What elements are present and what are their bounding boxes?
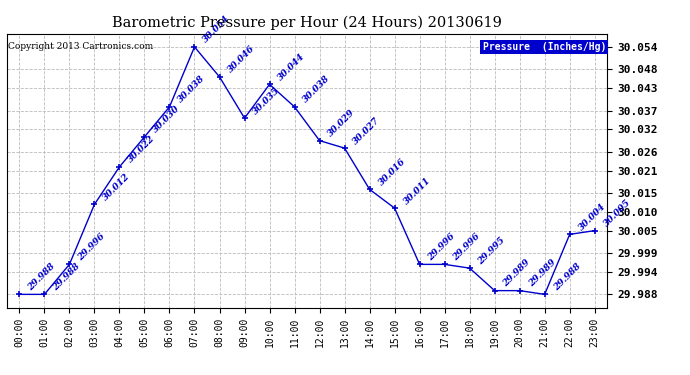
Text: 29.988: 29.988 bbox=[551, 261, 582, 292]
Text: 30.038: 30.038 bbox=[302, 74, 332, 105]
Text: 29.989: 29.989 bbox=[526, 258, 558, 288]
Text: 30.044: 30.044 bbox=[277, 51, 307, 82]
Text: 30.030: 30.030 bbox=[151, 104, 182, 135]
Text: 30.004: 30.004 bbox=[577, 201, 607, 232]
Text: 30.016: 30.016 bbox=[377, 156, 407, 187]
Text: 30.038: 30.038 bbox=[177, 74, 207, 105]
Text: 29.988: 29.988 bbox=[26, 261, 57, 292]
Text: 29.996: 29.996 bbox=[77, 231, 107, 262]
Text: 30.029: 30.029 bbox=[326, 108, 357, 138]
Text: 29.996: 29.996 bbox=[451, 231, 482, 262]
Text: 30.054: 30.054 bbox=[201, 14, 232, 45]
Text: 29.988: 29.988 bbox=[51, 261, 82, 292]
Text: 29.989: 29.989 bbox=[502, 258, 532, 288]
Text: 30.011: 30.011 bbox=[402, 175, 432, 206]
Text: 30.027: 30.027 bbox=[351, 115, 382, 146]
Text: 30.046: 30.046 bbox=[226, 44, 257, 75]
Text: 29.995: 29.995 bbox=[477, 235, 507, 266]
Text: Copyright 2013 Cartronics.com: Copyright 2013 Cartronics.com bbox=[8, 42, 153, 51]
Text: 29.996: 29.996 bbox=[426, 231, 457, 262]
Text: 30.022: 30.022 bbox=[126, 134, 157, 165]
Text: 30.035: 30.035 bbox=[251, 85, 282, 116]
Text: 30.005: 30.005 bbox=[602, 198, 632, 228]
Text: Pressure  (Inches/Hg): Pressure (Inches/Hg) bbox=[482, 42, 606, 52]
Title: Barometric Pressure per Hour (24 Hours) 20130619: Barometric Pressure per Hour (24 Hours) … bbox=[112, 15, 502, 30]
Text: 30.012: 30.012 bbox=[101, 171, 132, 202]
